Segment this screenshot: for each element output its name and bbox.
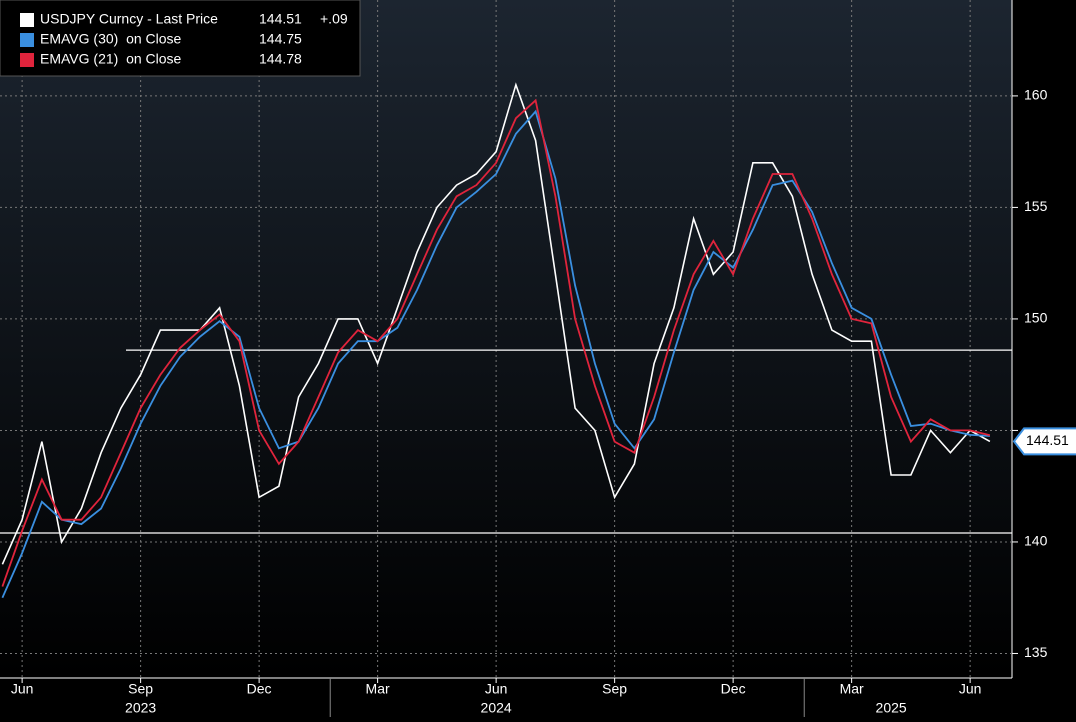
x-tick-label: Jun [11,681,34,697]
y-tick-label: 155 [1024,198,1048,214]
legend-swatch [20,53,34,67]
y-tick-label: 135 [1024,644,1048,660]
x-tick-label: Dec [721,681,746,697]
year-label: 2023 [125,700,156,716]
series-line [1,109,990,599]
x-tick-label: Sep [602,681,627,697]
x-tick-label: Jun [485,681,508,697]
year-label: 2024 [481,700,512,716]
series-line [1,98,991,587]
y-tick-label: 140 [1024,533,1048,549]
x-tick-label: Mar [840,681,864,697]
legend-swatch [20,33,34,47]
last-value-label: 144.51 [1026,432,1069,448]
year-label: 2025 [876,700,907,716]
legend-change: +.09 [320,11,348,27]
legend-name: EMAVG (30) on Close [40,31,182,47]
legend-value: 144.51 [259,11,302,27]
legend-value: 144.75 [259,31,302,47]
legend-box [0,0,361,77]
y-tick-label: 150 [1024,310,1048,326]
y-tick-label: 160 [1024,87,1048,103]
plot-area [0,0,1012,678]
series-line [1,82,991,565]
legend-swatch [20,13,34,27]
x-tick-label: Dec [247,681,272,697]
legend-name: USDJPY Curncy - Last Price [40,11,218,27]
last-value-tag [1012,427,1076,456]
x-tick-label: Sep [128,681,153,697]
x-tick-label: Jun [959,681,982,697]
x-tick-label: Mar [366,681,390,697]
legend-value: 144.78 [259,51,302,67]
legend-name: EMAVG (21) on Close [40,51,182,67]
